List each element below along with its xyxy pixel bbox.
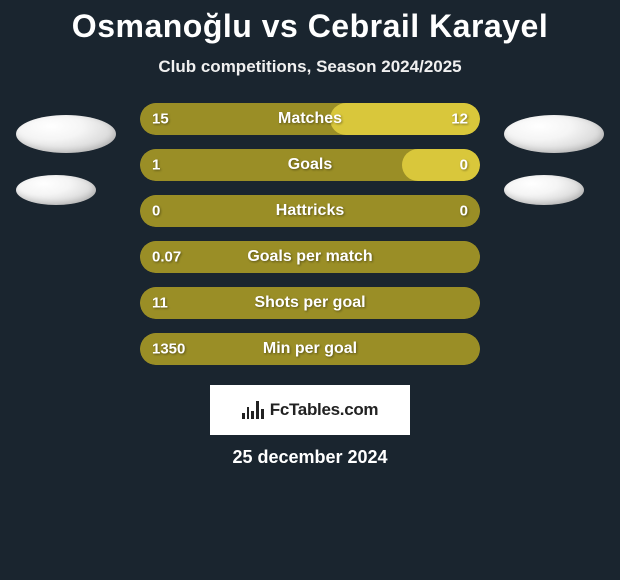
stat-row: Matches 15 12: [140, 103, 480, 135]
stat-label: Shots per goal: [254, 294, 365, 312]
page-title: Osmanoğlu vs Cebrail Karayel: [0, 8, 620, 45]
player2-avatar-2: [504, 175, 584, 205]
right-avatars: [504, 103, 604, 205]
player1-avatar-2: [16, 175, 96, 205]
stat-row: Shots per goal 11: [140, 287, 480, 319]
brand-chart-icon: [242, 401, 264, 419]
stat-value-left: 11: [152, 295, 168, 312]
stat-bar-left: [140, 149, 402, 181]
stat-value-left: 15: [152, 111, 169, 128]
stat-label: Goals: [288, 156, 332, 174]
player1-avatar-1: [16, 115, 116, 153]
player2-avatar-1: [504, 115, 604, 153]
stat-value-left: 0.07: [152, 249, 181, 266]
stat-row: Goals per match 0.07: [140, 241, 480, 273]
stat-value-left: 0: [152, 203, 160, 220]
stats-column: Matches 15 12 Goals 1 0 Hattricks 0 0 Goals per m…: [140, 103, 480, 365]
left-avatars: [16, 103, 116, 205]
stat-label: Matches: [278, 110, 342, 128]
brand-badge: FcTables.com: [210, 385, 410, 435]
brand-text: FcTables.com: [270, 400, 379, 420]
stat-label: Goals per match: [247, 248, 372, 266]
stat-value-right: 0: [460, 203, 468, 220]
stat-row: Min per goal 1350: [140, 333, 480, 365]
stat-bar-right: [402, 149, 480, 181]
content-row: Matches 15 12 Goals 1 0 Hattricks 0 0 Goals per m…: [0, 103, 620, 365]
stat-label: Hattricks: [276, 202, 344, 220]
footer-date: 25 december 2024: [0, 447, 620, 468]
stat-row: Hattricks 0 0: [140, 195, 480, 227]
comparison-card: Osmanoğlu vs Cebrail Karayel Club compet…: [0, 0, 620, 468]
stat-value-left: 1: [152, 157, 160, 174]
page-subtitle: Club competitions, Season 2024/2025: [0, 57, 620, 77]
stat-row: Goals 1 0: [140, 149, 480, 181]
stat-value-left: 1350: [152, 341, 185, 358]
stat-label: Min per goal: [263, 340, 357, 358]
stat-value-right: 0: [460, 157, 468, 174]
stat-value-right: 12: [451, 111, 468, 128]
